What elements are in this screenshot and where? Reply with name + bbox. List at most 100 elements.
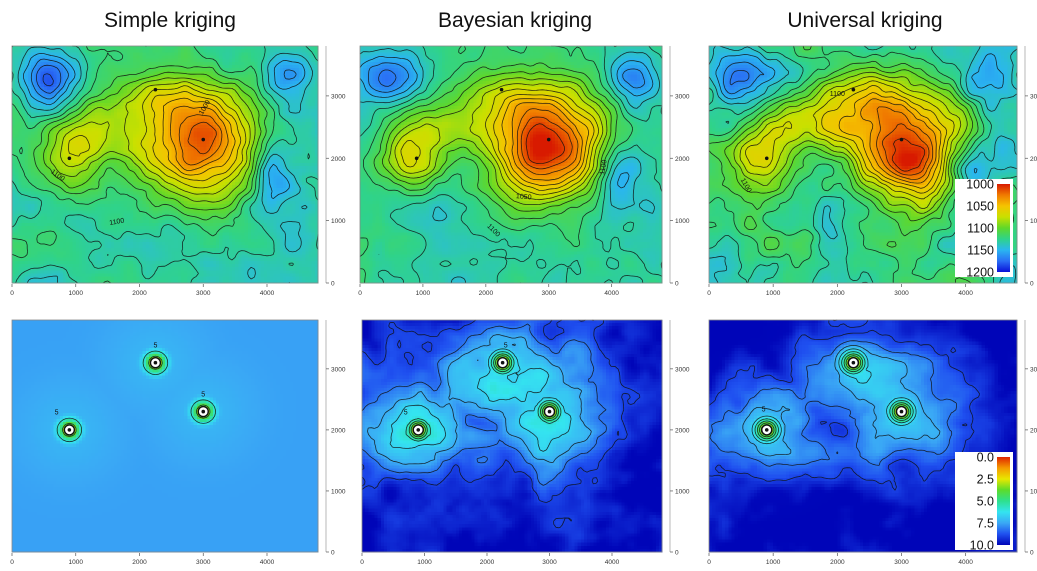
heatmap-cell	[177, 46, 182, 50]
heatmap-cell	[219, 83, 223, 88]
heatmap-cell	[292, 74, 297, 79]
heatmap-cell	[139, 80, 144, 85]
heatmap-cell	[117, 77, 121, 82]
heatmap-cell	[209, 58, 214, 63]
heatmap-cell	[120, 93, 125, 98]
heatmap-cell	[75, 55, 80, 60]
heatmap-cell	[24, 80, 29, 85]
heatmap-cell	[270, 74, 274, 79]
heatmap-cell	[231, 71, 236, 76]
heatmap-cell	[184, 71, 188, 76]
heatmap-cell	[69, 87, 74, 91]
heatmap-cell	[200, 74, 204, 79]
heatmap-cell	[295, 55, 300, 60]
heatmap-cell	[289, 74, 294, 79]
heatmap-cell	[302, 49, 306, 53]
heatmap-cell	[305, 87, 310, 91]
heatmap-cell	[292, 64, 297, 69]
heatmap-cell	[267, 49, 271, 53]
heatmap-cell	[104, 46, 109, 50]
heatmap-cell	[120, 87, 125, 91]
heatmap-cell	[241, 46, 246, 50]
heatmap-cell	[241, 87, 246, 91]
heatmap-cell	[158, 46, 163, 50]
heatmap-cell	[225, 68, 230, 72]
heatmap-cell	[158, 80, 163, 85]
heatmap-cell	[56, 46, 61, 50]
heatmap-cell	[145, 74, 150, 79]
heatmap-cell	[219, 87, 223, 91]
heatmap-cell	[190, 61, 195, 66]
heatmap-cell	[267, 58, 271, 63]
heatmap-cell	[53, 74, 58, 79]
heatmap-cell	[273, 74, 278, 79]
heatmap-cell	[193, 61, 198, 66]
heatmap-cell	[270, 46, 274, 50]
heatmap-cell	[231, 55, 236, 60]
heatmap-cell	[59, 64, 64, 69]
heatmap-cell	[56, 58, 61, 63]
heatmap-cell	[247, 80, 252, 85]
heatmap-cell	[305, 52, 310, 57]
heatmap-cell	[247, 68, 252, 72]
heatmap-cell	[286, 83, 290, 88]
heatmap-cell	[289, 55, 294, 60]
heatmap-cell	[273, 55, 278, 60]
heatmap-cell	[91, 64, 96, 69]
heatmap-cell	[228, 77, 233, 82]
heatmap-cell	[273, 52, 278, 57]
heatmap-cell	[298, 87, 303, 91]
heatmap-cell	[282, 80, 287, 85]
heatmap-cell	[117, 49, 121, 53]
heatmap-cell	[298, 74, 303, 79]
heatmap-cell	[34, 64, 39, 69]
heatmap-cell	[196, 52, 201, 57]
heatmap-cell	[231, 77, 236, 82]
heatmap-cell	[174, 93, 179, 98]
heatmap-cell	[34, 90, 39, 94]
heatmap-cell	[298, 83, 303, 88]
heatmap-cell	[129, 87, 134, 91]
heatmap-cell	[152, 61, 157, 66]
heatmap-cell	[47, 49, 51, 53]
heatmap-cell	[139, 58, 144, 63]
heatmap-cell	[168, 80, 172, 85]
heatmap-cell	[47, 68, 51, 72]
heatmap-cell	[152, 55, 157, 60]
heatmap-cell	[72, 68, 77, 72]
heatmap-cell	[177, 77, 182, 82]
heatmap-cell	[56, 93, 61, 98]
heatmap-cell	[43, 49, 48, 53]
heatmap-cell	[104, 52, 109, 57]
heatmap-cell	[263, 61, 268, 66]
heatmap-cell	[203, 68, 208, 72]
heatmap-cell	[270, 55, 274, 60]
heatmap-cell	[180, 93, 185, 98]
heatmap-cell	[244, 90, 249, 94]
heatmap-cell	[216, 71, 220, 76]
heatmap-cell	[267, 55, 271, 60]
heatmap-cell	[314, 83, 319, 88]
heatmap-cell	[180, 77, 185, 82]
heatmap-cell	[219, 74, 223, 79]
heatmap-cell	[216, 87, 220, 91]
heatmap-cell	[219, 64, 223, 69]
heatmap-cell	[260, 52, 265, 57]
heatmap-cell	[270, 49, 274, 53]
heatmap-cell	[40, 90, 45, 94]
heatmap-cell	[18, 90, 23, 94]
heatmap-cell	[114, 71, 118, 76]
heatmap-cell	[142, 74, 147, 79]
heatmap-cell	[302, 77, 306, 82]
heatmap-cell	[12, 74, 16, 79]
heatmap-cell	[270, 68, 274, 72]
heatmap-cell	[117, 80, 121, 85]
heatmap-cell	[174, 49, 179, 53]
heatmap-cell	[161, 46, 166, 50]
heatmap-cell	[142, 61, 147, 66]
heatmap-cell	[114, 83, 118, 88]
heatmap-cell	[203, 83, 208, 88]
heatmap-cell	[282, 49, 287, 53]
heatmap-cell	[15, 74, 19, 79]
heatmap-cell	[129, 52, 134, 57]
